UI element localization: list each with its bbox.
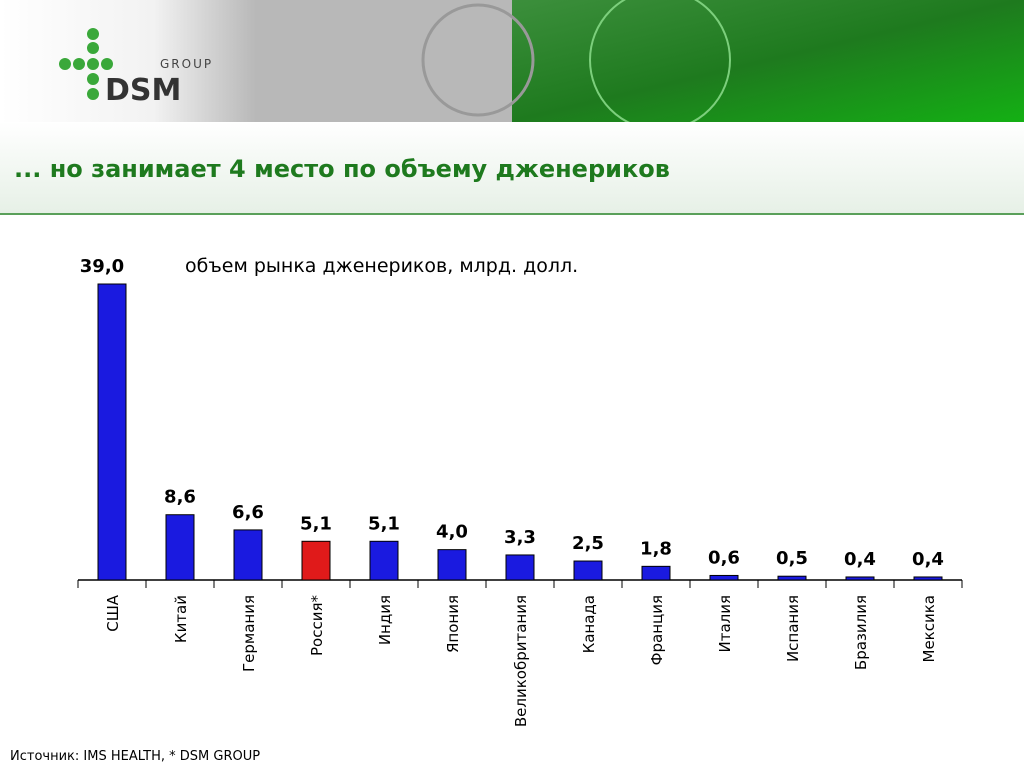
slide-title: ... но занимает 4 место по объему дженер… <box>14 155 670 183</box>
title-band <box>0 122 1024 214</box>
value-label: 6,6 <box>232 502 264 523</box>
x-tick-label: Франция <box>648 595 666 665</box>
bar <box>233 529 263 581</box>
bar <box>845 576 875 581</box>
value-label: 4,0 <box>436 522 468 543</box>
bar <box>301 540 331 581</box>
x-tick-label: Япония <box>444 595 462 653</box>
value-label: 5,1 <box>300 513 332 534</box>
value-label: 2,5 <box>572 533 604 554</box>
value-label: 5,1 <box>368 513 400 534</box>
clock <box>421 3 535 117</box>
x-tick-label: Мексика <box>920 595 938 662</box>
x-tick-label: Испания <box>784 595 802 662</box>
bar <box>165 514 195 581</box>
value-label: 0,4 <box>844 549 876 570</box>
x-tick-label: Канада <box>580 595 598 653</box>
bar <box>369 540 399 581</box>
value-label: 0,6 <box>708 547 740 568</box>
bar <box>97 283 127 581</box>
x-tick-label: Германия <box>240 595 258 672</box>
value-label: 39,0 <box>80 256 124 277</box>
source-note: Источник: IMS HEALTH, * DSM GROUP <box>10 749 260 764</box>
x-tick-label: Китай <box>172 595 190 643</box>
value-label: 0,5 <box>776 548 808 569</box>
value-label: 0,4 <box>912 549 944 570</box>
header-image-green <box>512 0 1024 122</box>
bar <box>709 574 739 581</box>
value-label: 1,8 <box>640 538 672 559</box>
x-tick-label: Индия <box>376 595 394 645</box>
x-tick-label: Италия <box>716 595 734 653</box>
bar <box>641 565 671 581</box>
bar <box>573 560 603 581</box>
value-label: 3,3 <box>504 527 536 548</box>
bar <box>913 576 943 581</box>
x-tick-label: США <box>104 594 122 632</box>
logo-dots <box>59 28 113 100</box>
x-tick-label: Россия* <box>308 595 326 656</box>
logo-name: DSM <box>105 73 181 108</box>
x-tick-label: Бразилия <box>852 595 870 670</box>
value-label: 8,6 <box>164 487 196 508</box>
logo-group: GROUP <box>160 57 213 71</box>
bar <box>777 575 807 581</box>
bar <box>505 554 535 581</box>
header-image <box>0 0 512 122</box>
x-tick-label: Великобритания <box>512 595 530 727</box>
chart-subtitle: объем рынка дженериков, млрд. долл. <box>185 255 578 277</box>
bar <box>437 549 467 581</box>
